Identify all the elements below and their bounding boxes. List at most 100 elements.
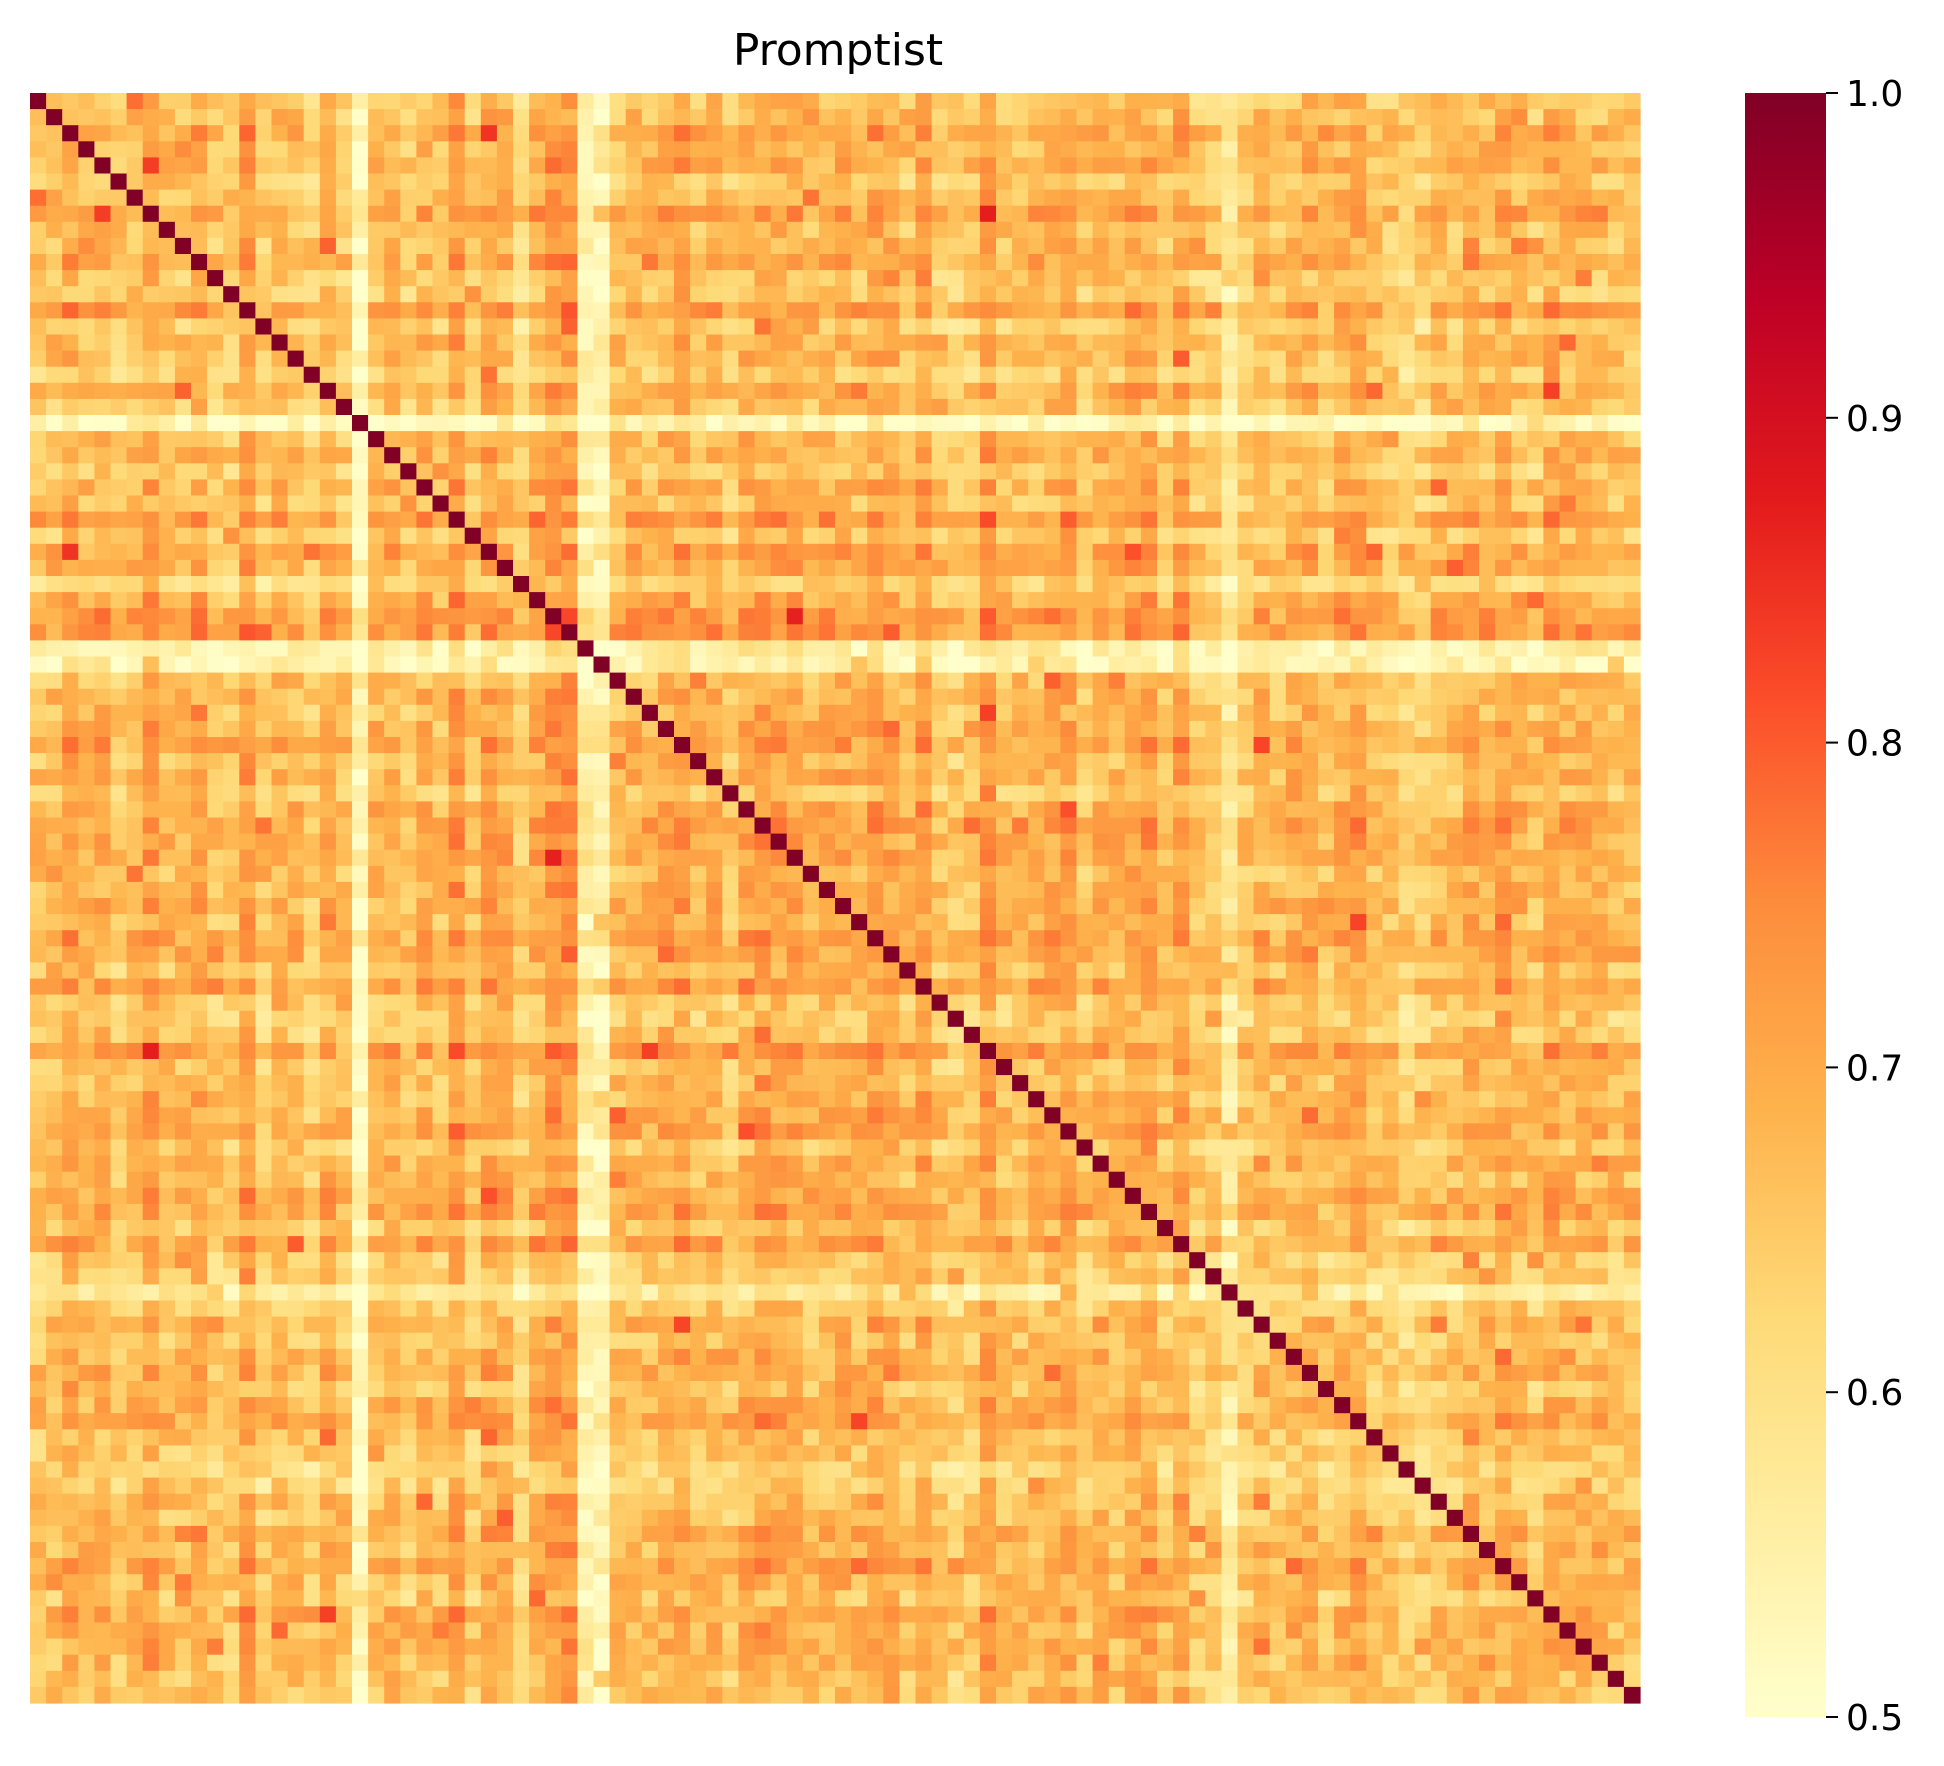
heatmap-cell <box>979 720 997 738</box>
heatmap-cell <box>223 350 240 368</box>
heatmap-cell <box>963 254 981 271</box>
heatmap-cell <box>255 865 273 883</box>
heatmap-cell <box>1092 543 1110 561</box>
heatmap-cell <box>899 318 917 336</box>
heatmap-cell <box>996 640 1013 658</box>
heatmap-cell <box>722 366 739 384</box>
heatmap-cell <box>496 141 514 158</box>
heatmap-cell <box>545 221 562 239</box>
heatmap-cell <box>62 398 79 416</box>
heatmap-cell <box>110 398 128 416</box>
heatmap-cell <box>706 350 723 368</box>
heatmap-cell <box>706 479 723 497</box>
heatmap-cell <box>1124 624 1142 641</box>
heatmap-cell <box>1173 559 1190 577</box>
heatmap-cell <box>1157 720 1174 738</box>
heatmap-cell <box>287 592 305 609</box>
heatmap-cell <box>1285 157 1303 175</box>
heatmap-cell <box>1060 688 1078 706</box>
heatmap-cell <box>1028 849 1045 867</box>
heatmap-cell <box>1060 592 1078 609</box>
heatmap-cell <box>1462 672 1480 690</box>
heatmap-cell <box>1189 559 1206 577</box>
heatmap-cell <box>110 318 128 336</box>
heatmap-cell <box>1575 865 1593 883</box>
heatmap-cell <box>352 495 369 513</box>
heatmap-cell <box>818 366 836 384</box>
heatmap-cell <box>786 447 804 464</box>
heatmap-cell <box>1591 141 1609 158</box>
heatmap-cell <box>593 221 611 239</box>
heatmap-cell <box>1462 141 1480 158</box>
heatmap-cell <box>851 511 868 529</box>
heatmap-cell <box>738 511 756 529</box>
heatmap-cell <box>287 221 305 239</box>
heatmap-cell <box>1301 737 1319 754</box>
heatmap-cell <box>1318 881 1335 899</box>
heatmap-cell <box>947 382 965 400</box>
heatmap-cell <box>319 286 337 303</box>
heatmap-cell <box>368 157 385 175</box>
heatmap-cell <box>835 865 852 883</box>
heatmap-cell <box>641 785 659 802</box>
heatmap-cell <box>62 205 79 223</box>
heatmap-cell <box>593 382 611 400</box>
heatmap-cell <box>464 237 482 255</box>
heatmap-cell <box>432 785 450 802</box>
heatmap-cell <box>899 125 917 142</box>
heatmap-cell <box>1607 833 1625 851</box>
heatmap-cell <box>1366 398 1383 416</box>
heatmap-cell <box>915 286 933 303</box>
heatmap-cell <box>802 704 820 722</box>
heatmap-cell <box>1157 688 1174 706</box>
heatmap-cell <box>158 254 176 271</box>
heatmap-cell <box>867 527 884 545</box>
heatmap-cell <box>770 543 788 561</box>
heatmap-cell <box>529 318 546 336</box>
heatmap-cell <box>448 753 466 770</box>
heatmap-cell <box>657 720 675 738</box>
heatmap-cell <box>1366 125 1383 142</box>
heatmap-cell <box>1382 753 1400 770</box>
heatmap-cell <box>271 559 289 577</box>
heatmap-cell <box>1044 833 1061 851</box>
heatmap-cell <box>1462 817 1480 835</box>
heatmap-cell <box>1108 302 1126 319</box>
heatmap-cell <box>1253 254 1271 271</box>
heatmap-cell <box>368 495 385 513</box>
heatmap-cell <box>239 205 256 223</box>
heatmap-cell <box>1591 849 1609 867</box>
heatmap-cell <box>432 382 450 400</box>
heatmap-cell <box>561 672 578 690</box>
heatmap-cell <box>1140 543 1158 561</box>
heatmap-cell <box>191 769 208 786</box>
heatmap-cell <box>786 737 804 754</box>
heatmap-cell <box>1124 205 1142 223</box>
heatmap-cell <box>722 817 739 835</box>
heatmap-cell <box>1157 205 1174 223</box>
heatmap-cell <box>1205 318 1222 336</box>
heatmap-cell <box>722 382 739 400</box>
heatmap-cell <box>1060 543 1078 561</box>
heatmap-cell <box>1398 785 1416 802</box>
heatmap-cell <box>174 576 192 593</box>
heatmap-cell <box>1511 463 1528 480</box>
heatmap-cell <box>1511 656 1528 674</box>
heatmap-cell <box>1253 865 1271 883</box>
heatmap-cell <box>1430 543 1448 561</box>
heatmap-cell <box>851 350 868 368</box>
heatmap-cell <box>770 463 788 480</box>
heatmap-cell <box>577 189 595 207</box>
heatmap-cell <box>1044 720 1061 738</box>
heatmap-cell <box>416 334 434 352</box>
heatmap-cell <box>78 817 95 835</box>
heatmap-cell <box>142 688 160 706</box>
heatmap-cell <box>126 270 144 287</box>
heatmap-cell <box>979 527 997 545</box>
heatmap-cell <box>754 608 772 625</box>
heatmap-cell <box>979 769 997 786</box>
heatmap-cell <box>1446 865 1464 883</box>
heatmap-cell <box>1462 479 1480 497</box>
heatmap-cell <box>1092 350 1110 368</box>
heatmap-cell <box>1269 173 1287 191</box>
